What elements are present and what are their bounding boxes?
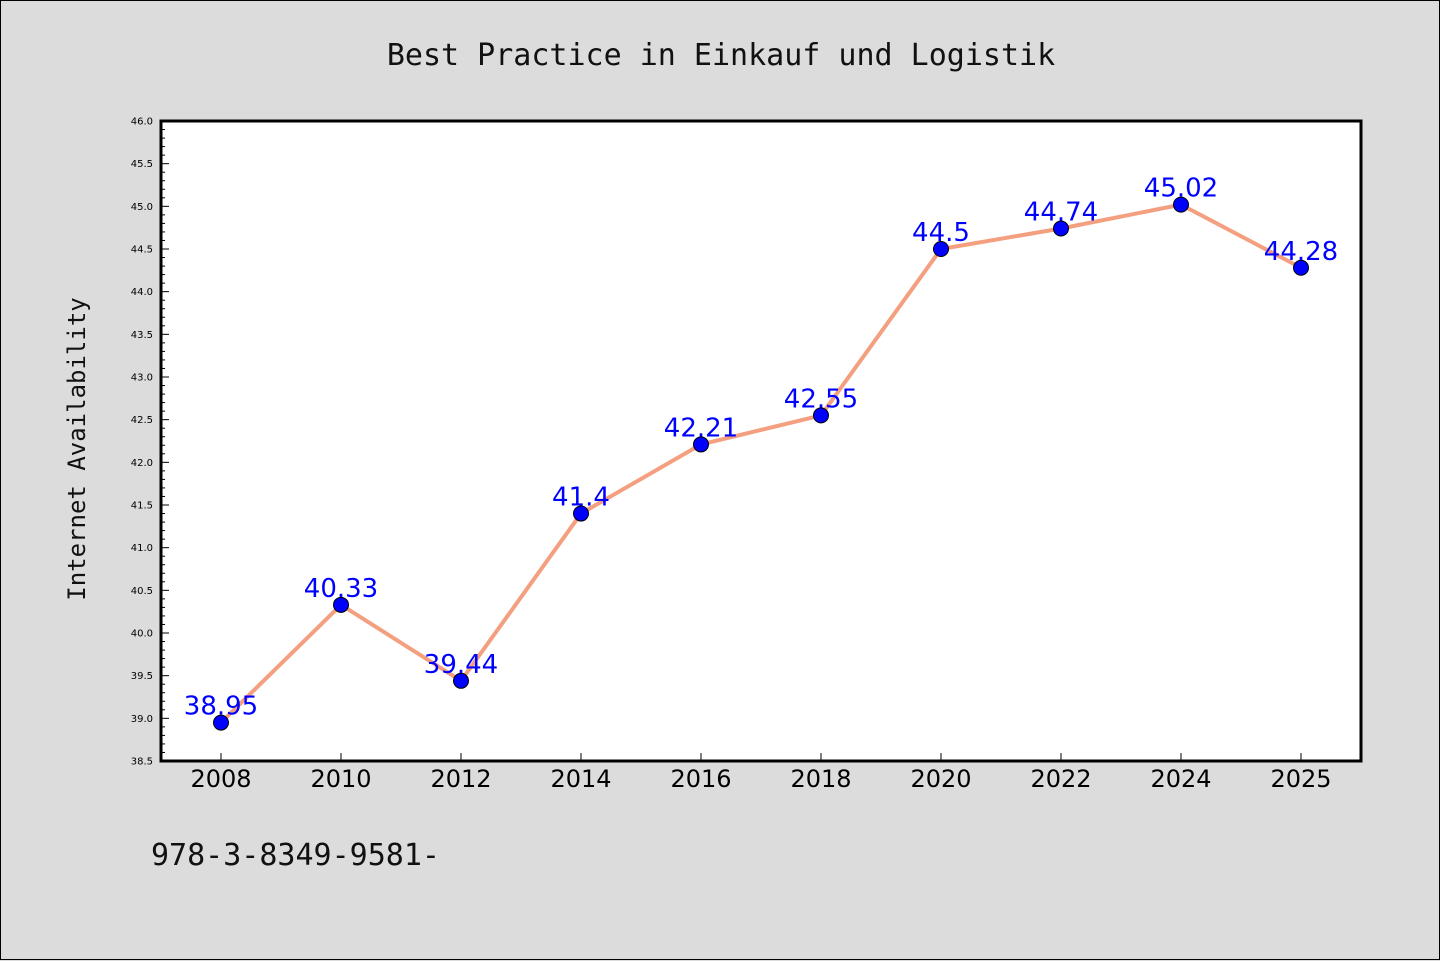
data-point [213,714,229,731]
data-label: 45.02 [1144,174,1218,204]
data-point [573,505,589,522]
x-tick-label: 2010 [310,765,371,793]
data-label: 44.28 [1264,237,1338,267]
y-tick-label: 45.5 [131,159,153,170]
data-label: 44.74 [1024,198,1098,228]
data-label: 44.5 [912,218,970,248]
data-label: 42.55 [784,384,858,414]
x-tick-label: 2008 [190,765,251,793]
y-tick-label: 41.5 [131,501,153,512]
data-point [453,672,469,689]
data-label: 40.33 [304,574,378,604]
y-tick-label: 42.5 [131,415,153,426]
x-tick-label: 2022 [1030,765,1091,793]
x-tick-label: 2016 [670,765,731,793]
y-tick-label: 43.5 [131,330,153,341]
y-axis-label: Internet Availability [63,297,91,600]
chart-title: Best Practice in Einkauf und Logistik [387,38,1055,73]
x-tick-label: 2014 [550,765,611,793]
data-label: 41.4 [552,483,610,513]
series-line [219,202,1302,725]
y-tick-label: 39.5 [131,671,153,682]
y-tick-label: 39.0 [131,714,153,725]
y-tick-label: 45.0 [131,202,153,213]
y-tick-label: 44.5 [131,245,153,256]
y-tick-label: 38.5 [131,757,153,768]
x-axis: 2008 2010 2012 2014 2016 2018 2020 2022 2024 2025 [190,753,1332,793]
data-label: 42.21 [664,413,738,443]
y-tick-label: 43.0 [131,373,153,384]
data-label: 39.44 [424,650,498,680]
data-point [1173,196,1189,213]
y-tick-label: 40.5 [131,586,153,597]
plot-area [161,121,1361,761]
series-layer: 38.95 40.33 39.44 41.4 42.21 42.55 44.5 44.74 45… [184,174,1338,731]
footer-text: 978-3-8349-9581- [151,838,440,873]
data-point [813,407,829,424]
x-tick-label: 2024 [1150,765,1211,793]
plot-border [159,119,1363,763]
y-tick-label: 42.0 [131,458,153,469]
data-point [1293,259,1309,276]
y-tick-label: 44.0 [131,287,153,298]
data-point [693,436,709,453]
y-tick-label: 41.0 [131,543,153,554]
data-point [1053,220,1069,237]
data-point [933,241,949,257]
x-tick-label: 2018 [790,765,851,793]
x-tick-label: 2020 [910,765,971,793]
y-tick-label: 40.0 [131,629,153,640]
data-label: 38.95 [184,692,258,722]
data-point [333,596,349,613]
y-tick-label: 46.0 [131,117,153,128]
x-tick-label: 2025 [1270,765,1331,793]
x-tick-label: 2012 [430,765,491,793]
